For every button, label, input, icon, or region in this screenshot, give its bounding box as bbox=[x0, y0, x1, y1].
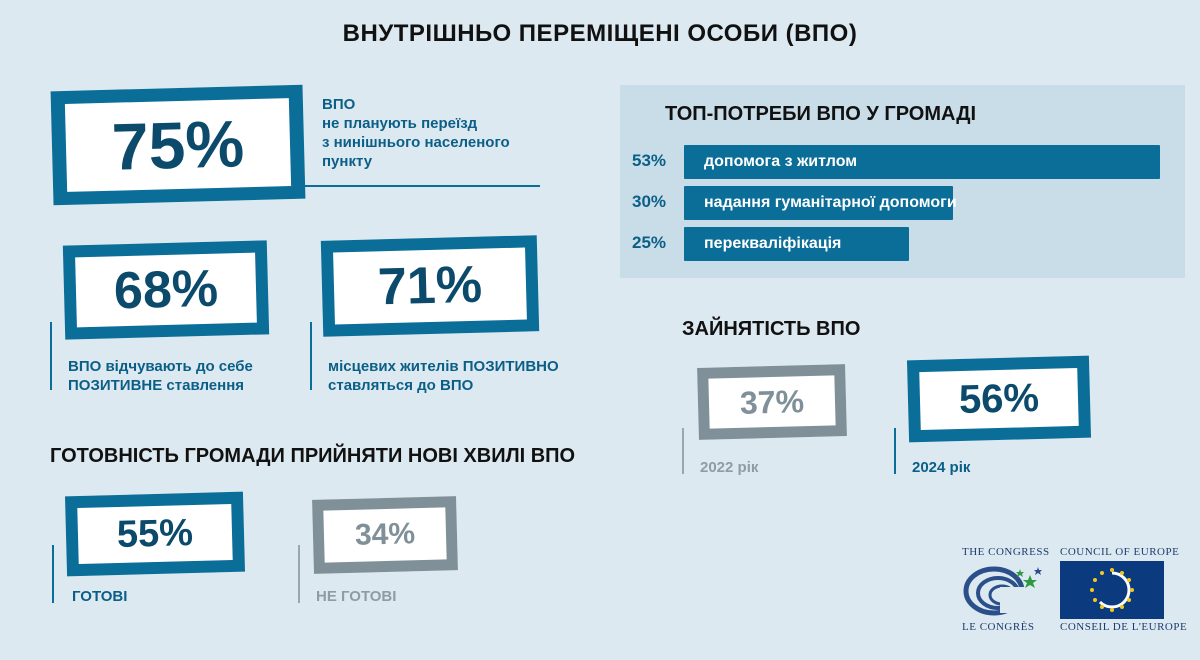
stat-value-box: 56% bbox=[906, 355, 1092, 443]
readiness-heading: ГОТОВНІСТЬ ГРОМАДИ ПРИЙНЯТИ НОВІ ХВИЛІ В… bbox=[50, 445, 576, 467]
stat-caption: 2024 рік bbox=[912, 459, 971, 476]
need-percent: 53% bbox=[632, 151, 667, 170]
stat-caption: ГОТОВІ bbox=[72, 588, 128, 605]
congress-emblem-icon bbox=[963, 566, 1042, 616]
divider-line bbox=[300, 185, 540, 187]
coe-logo-top-text: COUNCIL OF EUROPE bbox=[1060, 546, 1180, 558]
coe-emblem-icon bbox=[1090, 568, 1134, 612]
page-title: ВНУТРІШНЬО ПЕРЕМІЩЕНІ ОСОБИ (ВПО) bbox=[342, 20, 858, 47]
need-percent: 25% bbox=[632, 233, 667, 252]
stat-value-box: 34% bbox=[312, 496, 458, 574]
stat-caption: ВПО не планують переїзд з нинішнього нас… bbox=[322, 96, 510, 170]
stat-caption: місцевих жителів ПОЗИТИВНО ставляться до… bbox=[328, 358, 559, 394]
stat-value-box: 37% bbox=[697, 364, 847, 440]
stat-caption: ВПО відчувають до себе ПОЗИТИВНЕ ставлен… bbox=[68, 358, 253, 394]
need-bar: допомога з житлом bbox=[684, 145, 1160, 179]
divider-line bbox=[310, 322, 312, 390]
need-bar: перекваліфікація bbox=[684, 227, 909, 261]
congress-logo-bottom-text: LE CONGRÈS bbox=[962, 621, 1035, 633]
stat-caption: 2022 рік bbox=[700, 459, 759, 476]
stat-value-box: 55% bbox=[64, 491, 246, 577]
divider-line bbox=[682, 428, 684, 474]
needs-heading: ТОП-ПОТРЕБИ ВПО У ГРОМАДІ bbox=[665, 103, 976, 125]
coe-flag bbox=[1060, 561, 1164, 619]
need-percent: 30% bbox=[632, 192, 667, 211]
stat-value-box: 71% bbox=[320, 235, 540, 337]
divider-line bbox=[50, 322, 52, 390]
employment-heading: ЗАЙНЯТІСТЬ ВПО bbox=[682, 318, 861, 340]
stat-value-box: 75% bbox=[50, 84, 306, 206]
coe-logo-bottom-text: CONSEIL DE L'EUROPE bbox=[1060, 621, 1188, 633]
stat-value-box: 68% bbox=[62, 240, 270, 340]
congress-logo-top-text: THE CONGRESS bbox=[962, 546, 1050, 558]
stat-caption: НЕ ГОТОВІ bbox=[316, 588, 397, 605]
divider-line bbox=[52, 545, 54, 603]
divider-line bbox=[894, 428, 896, 474]
need-bar: надання гуманітарної допомоги bbox=[684, 186, 957, 220]
divider-line bbox=[298, 545, 300, 603]
